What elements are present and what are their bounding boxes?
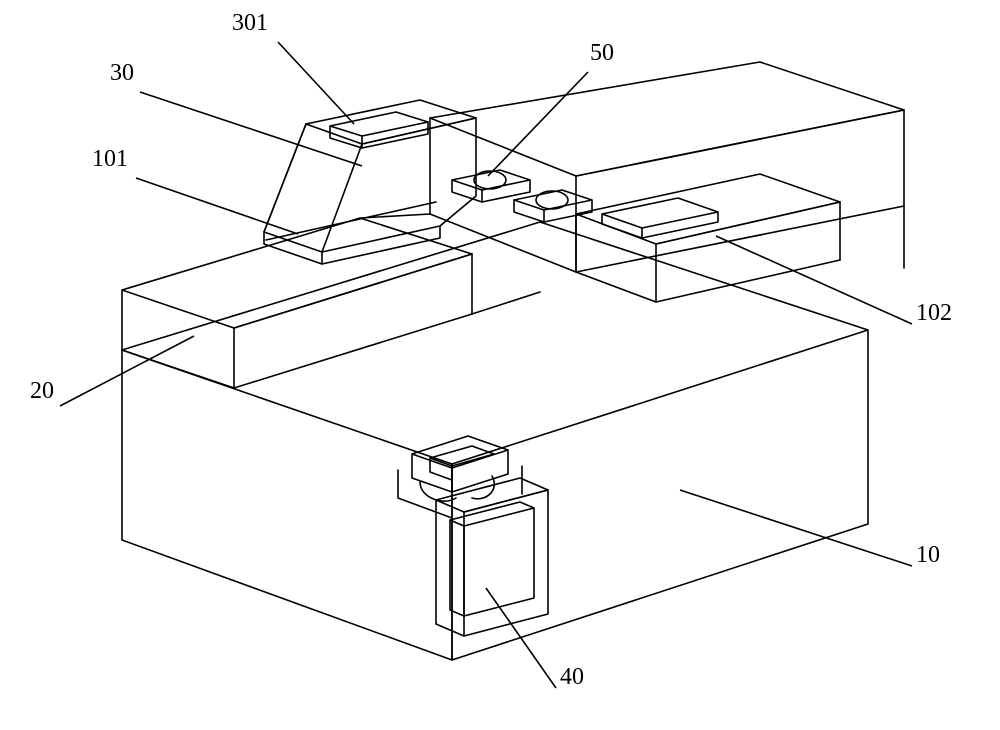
label-301: 301 <box>232 10 268 36</box>
leader-40 <box>486 588 556 688</box>
leader-10 <box>680 490 912 566</box>
label-102: 102 <box>916 300 952 326</box>
leader-301 <box>278 42 354 124</box>
leader-102 <box>716 236 912 324</box>
leader-30 <box>140 92 362 166</box>
leader-20 <box>60 336 194 406</box>
label-40: 40 <box>560 664 584 690</box>
label-30: 30 <box>110 60 134 86</box>
label-50: 50 <box>590 40 614 66</box>
label-20: 20 <box>30 378 54 404</box>
label-101: 101 <box>92 146 128 172</box>
label-10: 10 <box>916 542 940 568</box>
